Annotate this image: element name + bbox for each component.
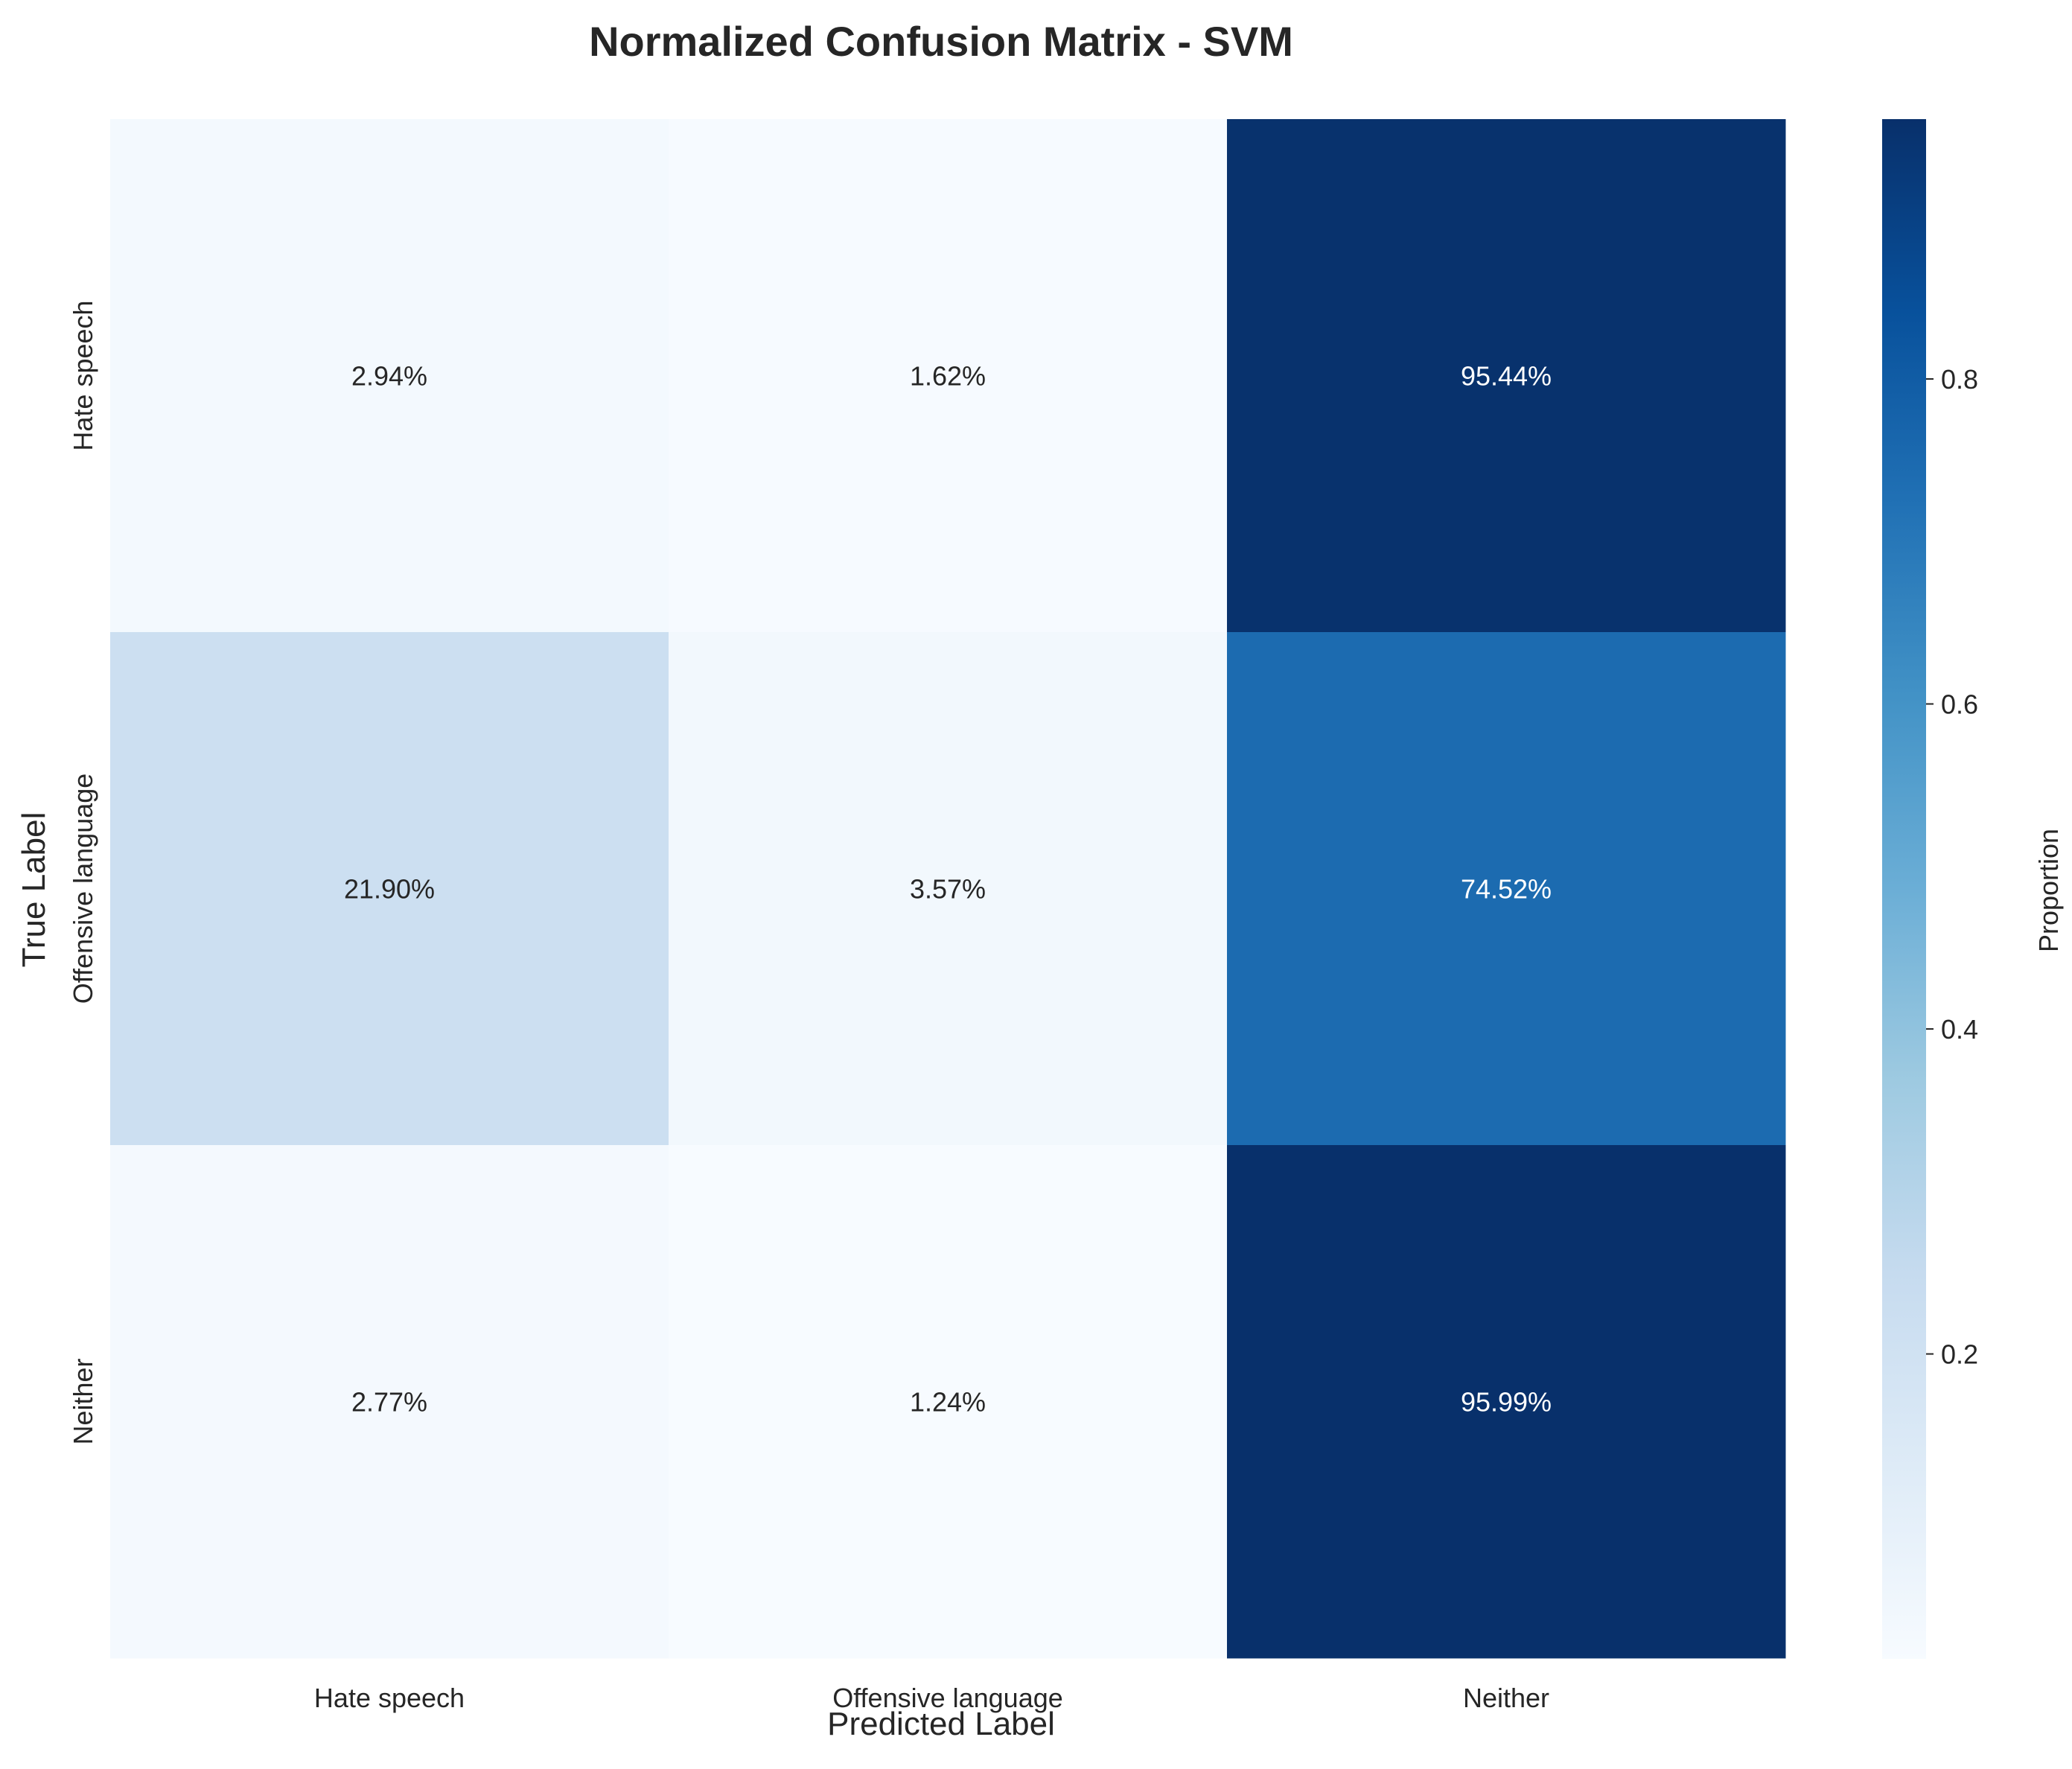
y-tick-label: Hate speech xyxy=(68,300,98,450)
y-tick-label: Offensive language xyxy=(68,774,98,1004)
heatmap-cell xyxy=(110,119,669,633)
y-tick-label: Neither xyxy=(68,1358,98,1444)
colorbar xyxy=(1882,119,1926,1659)
heatmap-cell xyxy=(669,119,1228,633)
heatmap-cell xyxy=(1227,119,1786,633)
heatmap-cell xyxy=(669,1145,1228,1659)
cell-annotation: 2.77% xyxy=(351,1387,427,1418)
y-axis-label: True Label xyxy=(16,812,52,968)
heatmap-cells xyxy=(110,119,1786,1659)
cell-annotation: 2.94% xyxy=(351,361,427,392)
colorbar-label: Proportion xyxy=(2033,829,2064,952)
heatmap-cell xyxy=(110,1145,669,1659)
heatmap-cell xyxy=(1227,1145,1786,1659)
colorbar-tick-label: 0.6 xyxy=(1941,689,1978,720)
y-tick-labels: Hate speech Offensive language Neither xyxy=(68,300,98,1444)
cell-annotation: 1.62% xyxy=(910,361,986,392)
cell-annotation: 95.99% xyxy=(1461,1387,1552,1418)
colorbar-tick-label: 0.8 xyxy=(1941,364,1978,395)
x-tick-label: Hate speech xyxy=(314,1683,465,1713)
colorbar-ticks: 0.2 0.4 0.6 0.8 xyxy=(1926,364,1978,1370)
cell-annotation: 95.44% xyxy=(1461,361,1552,392)
cell-annotation: 74.52% xyxy=(1461,874,1552,905)
x-tick-label: Neither xyxy=(1463,1683,1549,1713)
colorbar-tick-label: 0.4 xyxy=(1941,1014,1978,1045)
x-axis-label: Predicted Label xyxy=(827,1706,1055,1742)
colorbar-tick-label: 0.2 xyxy=(1941,1339,1978,1370)
chart-title: Normalized Confusion Matrix - SVM xyxy=(589,18,1293,65)
heatmap-cell xyxy=(669,632,1228,1146)
x-tick-label: Offensive language xyxy=(832,1683,1063,1713)
cell-annotation: 3.57% xyxy=(910,874,986,905)
x-tick-labels: Hate speech Offensive language Neither xyxy=(314,1683,1549,1713)
heatmap-cell xyxy=(110,632,669,1146)
heatmap-cell xyxy=(1227,632,1786,1146)
cell-annotation: 21.90% xyxy=(344,874,435,905)
cell-annotations: 2.94% 1.62% 95.44% 21.90% 3.57% 74.52% 2.77% 1.… xyxy=(344,361,1552,1418)
cell-annotation: 1.24% xyxy=(910,1387,986,1418)
